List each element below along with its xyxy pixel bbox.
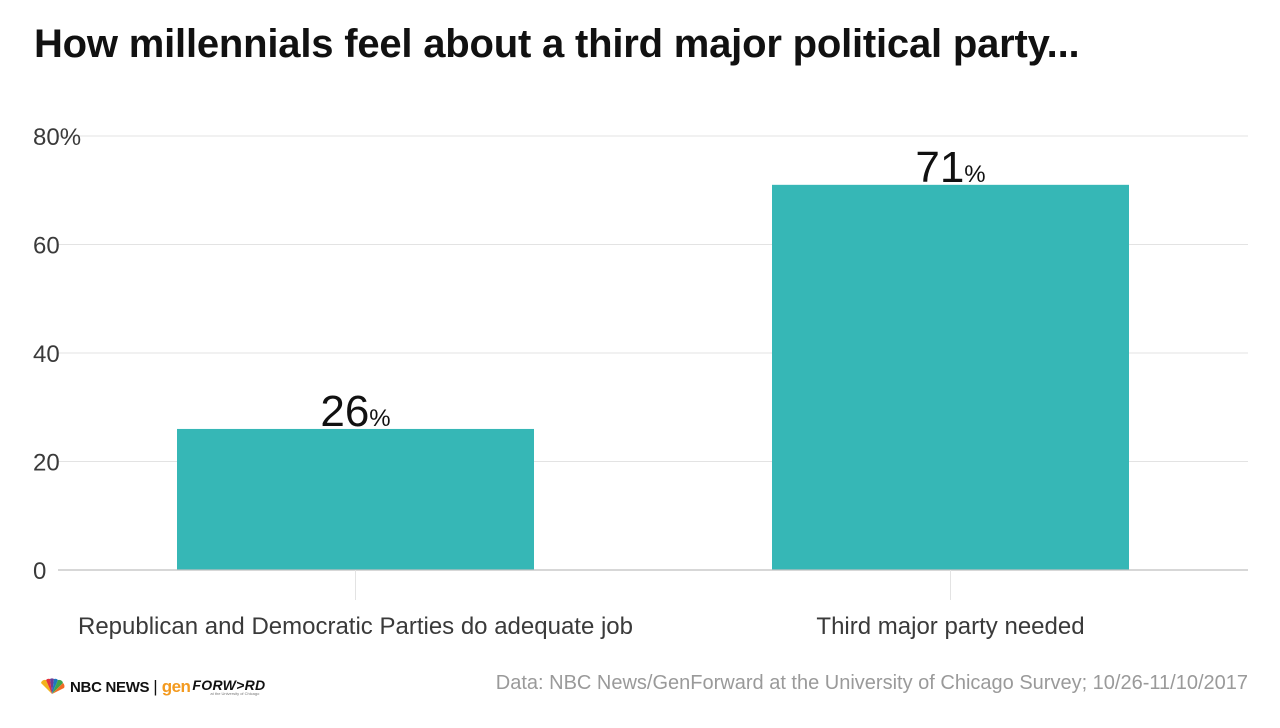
x-axis-labels: Republican and Democratic Parties do ade… [78, 613, 1085, 640]
bar-value-suffix: % [369, 405, 390, 432]
bar-value-number: 71 [915, 143, 964, 192]
y-tick-label: 20 [33, 450, 60, 477]
source-note: Data: NBC News/GenForward at the Univers… [495, 672, 1248, 694]
y-axis-ticks: 0 20 40 60 80% [33, 124, 81, 585]
nbc-peacock-icon [41, 678, 65, 694]
chart-title: How millennials feel about a third major… [34, 22, 1080, 66]
gen-wordmark: gen [161, 677, 191, 696]
bar-value-label: 71% [915, 143, 985, 192]
y-tick-label: 0 [33, 558, 46, 585]
bar-value-number: 26 [320, 387, 369, 436]
bar-value-label: 26% [320, 387, 390, 436]
nbc-genforward-logo: NBC NEWS | gen FORW>RD at the University… [38, 672, 265, 702]
bar [177, 428, 534, 570]
x-axis [58, 569, 1248, 600]
y-tick-label: 80% [33, 124, 81, 151]
forward-wordmark: FORW>RD [192, 677, 266, 693]
bar [772, 184, 1129, 570]
x-category-label: Third major party needed [816, 613, 1084, 640]
x-category-label: Republican and Democratic Parties do ade… [78, 613, 633, 640]
bar-value-suffix: % [964, 161, 985, 188]
bars [177, 184, 1129, 570]
forward-subtext: at the University of Chicago [210, 691, 260, 696]
forward-wordmark-group: FORW>RD at the University of Chicago [192, 678, 265, 696]
nbc-news-wordmark: NBC NEWS [70, 678, 150, 696]
bar-value-labels: 26%71% [320, 143, 985, 436]
y-tick-label: 60 [33, 233, 60, 260]
logo-separator: | [153, 677, 158, 696]
y-tick-label: 40 [33, 341, 60, 368]
